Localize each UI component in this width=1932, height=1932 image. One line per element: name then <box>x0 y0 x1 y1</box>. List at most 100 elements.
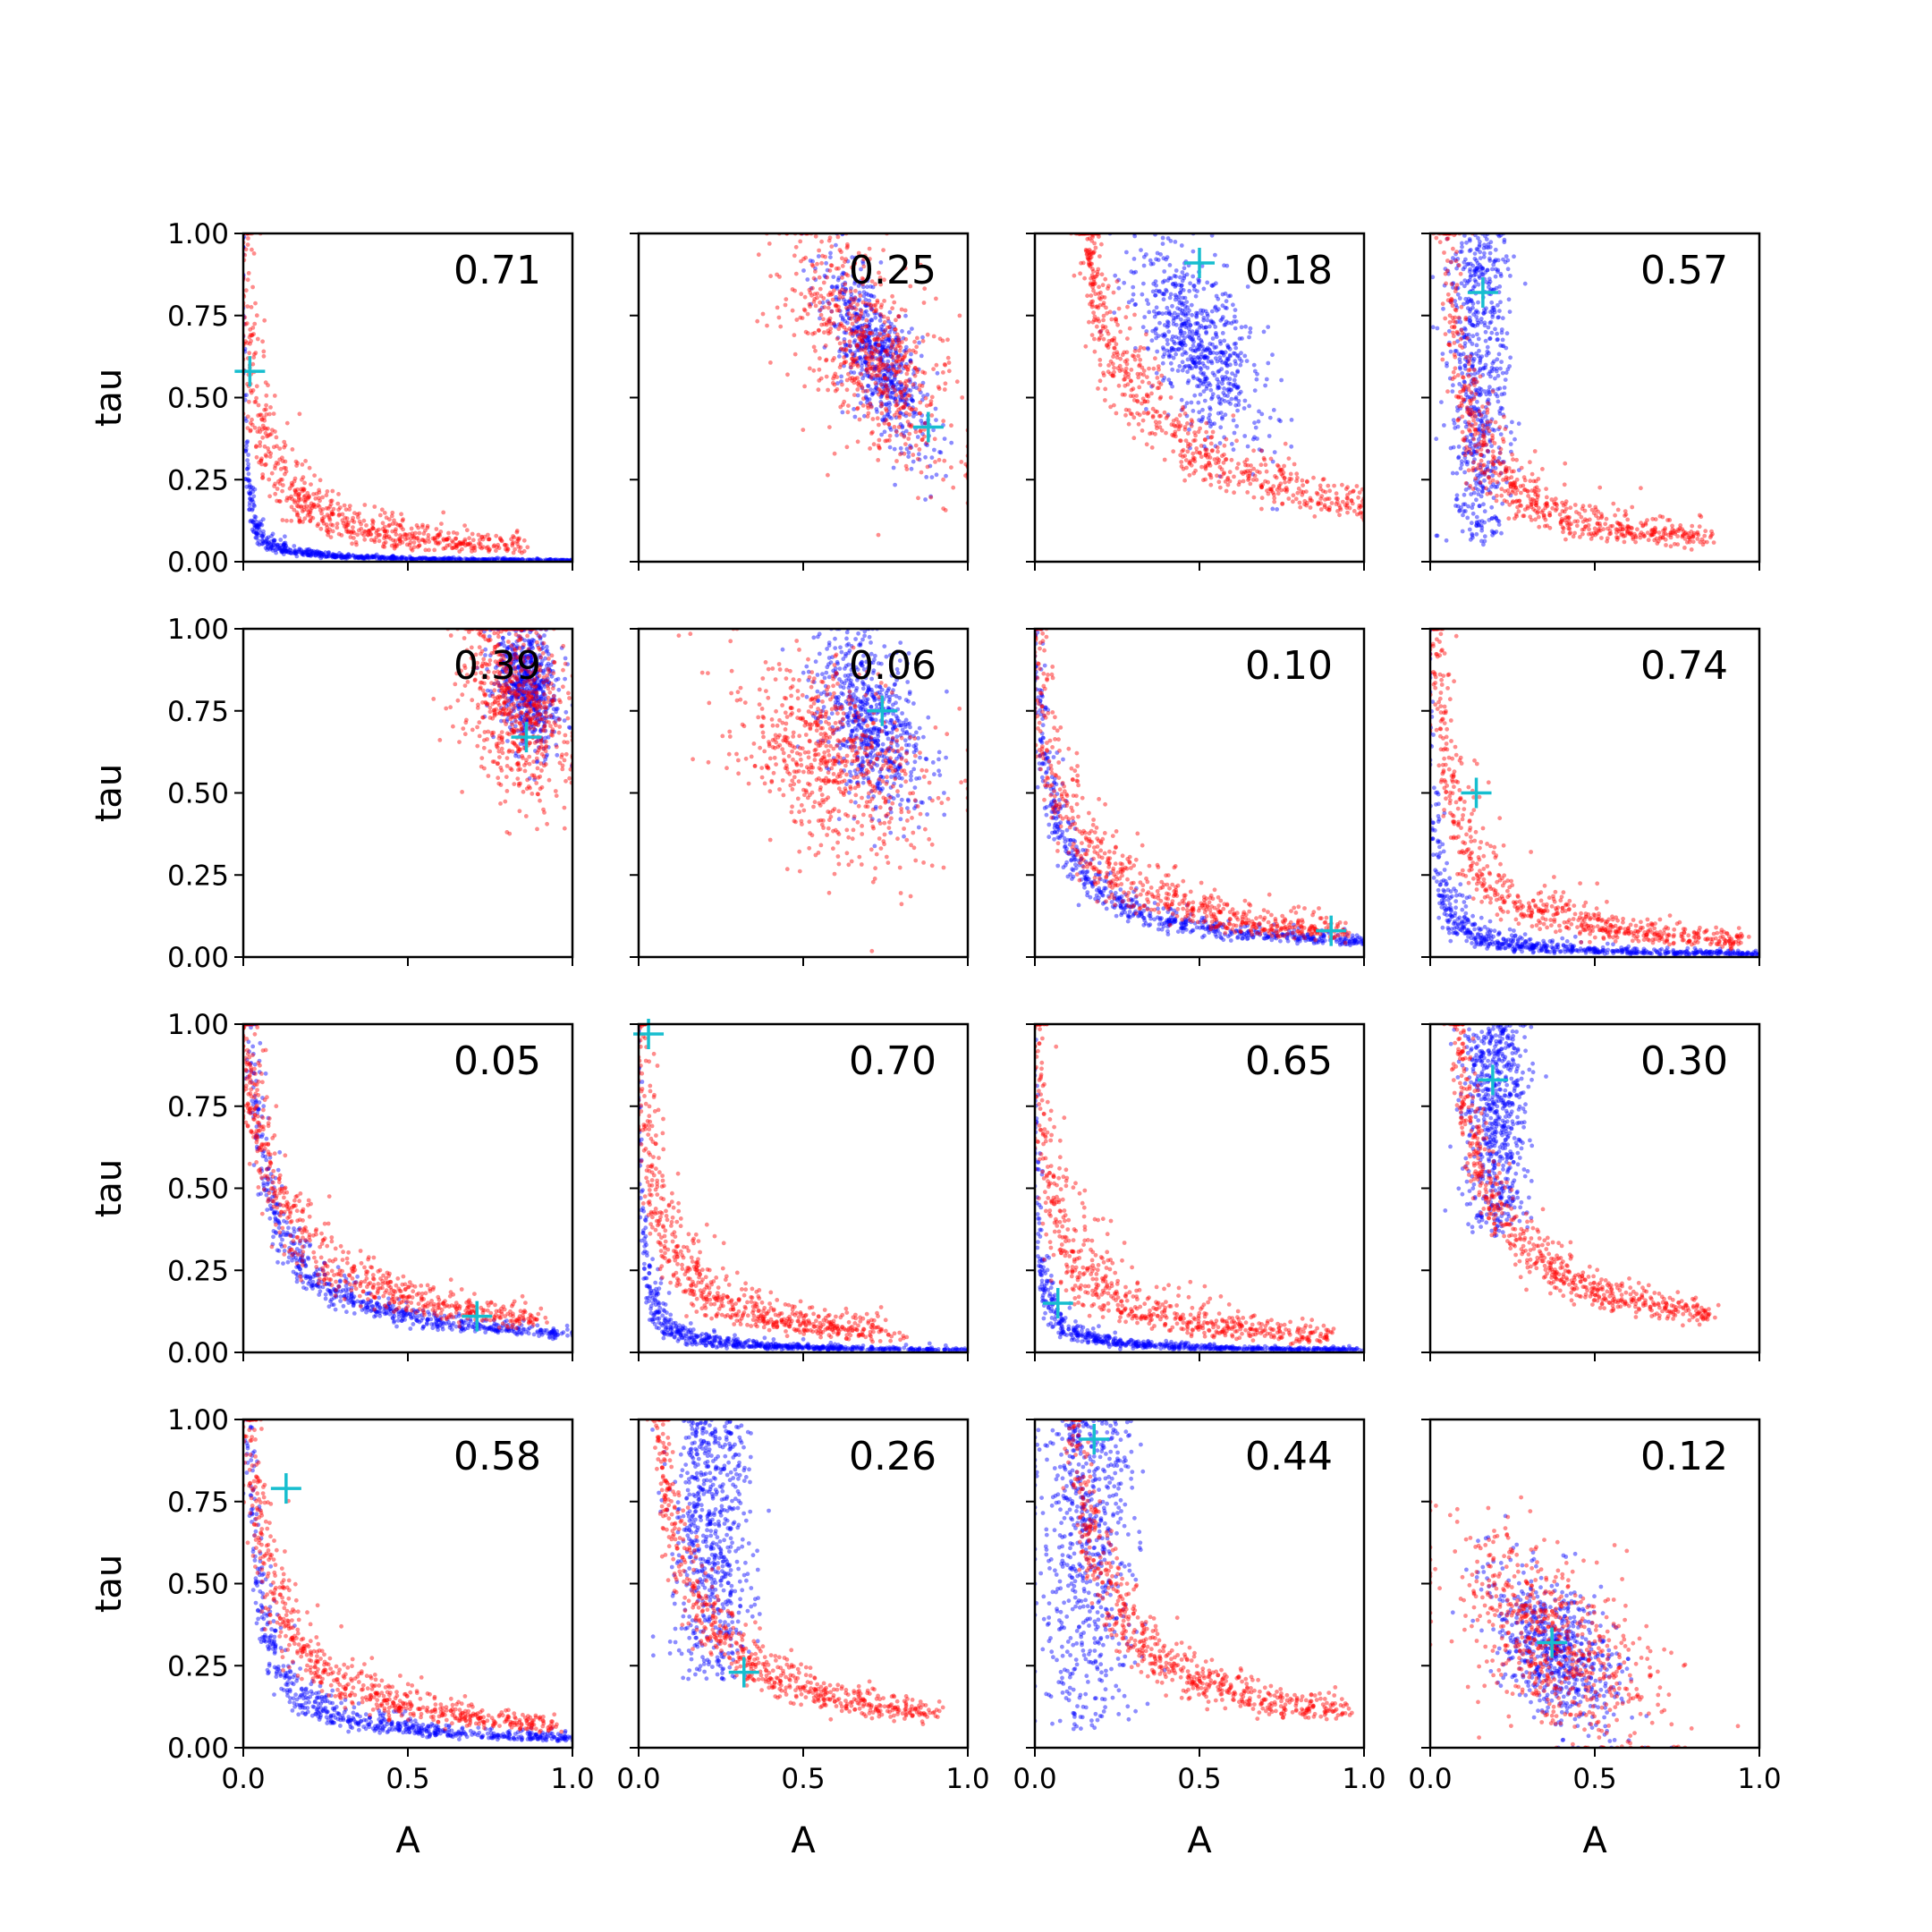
data-point <box>509 537 513 542</box>
data-point <box>1504 331 1510 336</box>
data-point <box>858 324 863 328</box>
data-point <box>897 343 902 348</box>
data-point <box>1214 331 1218 335</box>
data-point <box>346 552 351 556</box>
data-point <box>1476 310 1480 315</box>
data-point <box>445 556 451 562</box>
data-point <box>915 435 920 439</box>
data-point <box>321 521 326 526</box>
data-point <box>1501 478 1505 482</box>
data-point <box>767 242 772 246</box>
data-point <box>1498 343 1503 348</box>
data-point <box>862 333 867 338</box>
data-point <box>1125 382 1131 387</box>
data-point <box>1185 444 1191 449</box>
data-point <box>368 528 373 533</box>
data-point <box>1104 305 1108 310</box>
data-point <box>436 533 441 538</box>
data-point <box>1223 350 1228 355</box>
data-point <box>932 447 936 453</box>
data-point <box>1125 336 1130 341</box>
data-point <box>783 302 788 308</box>
data-point <box>903 442 908 446</box>
data-point <box>1465 394 1470 400</box>
data-point <box>352 530 357 536</box>
data-point <box>860 261 866 266</box>
data-point <box>269 538 274 544</box>
data-point <box>480 557 485 562</box>
data-point <box>353 554 359 559</box>
data-point <box>1217 474 1223 479</box>
data-point <box>269 470 275 476</box>
data-point <box>386 523 391 529</box>
data-point <box>1172 422 1176 428</box>
data-point <box>1090 299 1096 304</box>
data-point <box>899 383 903 387</box>
data-point <box>1191 360 1195 365</box>
data-point <box>1165 236 1171 241</box>
data-point <box>854 314 860 319</box>
data-point <box>854 311 860 317</box>
data-point <box>1703 529 1708 534</box>
data-point <box>906 450 911 455</box>
data-point <box>895 380 901 385</box>
data-point <box>382 511 387 515</box>
data-point <box>1487 425 1491 429</box>
data-point <box>1134 394 1139 398</box>
data-point <box>871 442 877 447</box>
data-point <box>302 498 307 503</box>
data-point <box>430 536 436 541</box>
data-point <box>1472 368 1477 372</box>
data-point <box>1180 302 1184 308</box>
data-point <box>1154 305 1159 310</box>
data-point <box>1450 282 1455 286</box>
data-point <box>282 439 287 445</box>
data-point <box>902 386 907 392</box>
data-point <box>1150 415 1156 419</box>
data-point <box>863 360 868 364</box>
data-point <box>858 314 862 319</box>
data-point <box>409 556 414 562</box>
data-point <box>366 530 371 534</box>
data-point <box>1217 396 1222 402</box>
data-point <box>446 555 452 561</box>
data-point <box>1146 346 1150 352</box>
data-point <box>325 529 330 534</box>
data-point <box>893 385 898 390</box>
data-point <box>266 426 270 431</box>
data-point <box>872 337 877 342</box>
data-point <box>898 380 902 385</box>
data-point <box>1434 235 1439 241</box>
data-point <box>443 546 448 551</box>
data-point <box>1157 413 1162 419</box>
data-point <box>1479 266 1485 271</box>
data-point <box>1482 472 1487 477</box>
data-point <box>1466 504 1470 509</box>
data-point <box>511 540 516 545</box>
data-point <box>1215 445 1220 450</box>
data-point <box>1681 532 1686 538</box>
data-point <box>369 538 374 543</box>
data-point <box>329 554 335 558</box>
data-point <box>425 556 429 562</box>
scatter-points <box>1069 233 1364 522</box>
data-point <box>1513 491 1519 496</box>
data-point <box>1463 355 1469 360</box>
data-point <box>1168 353 1173 359</box>
data-point <box>1216 379 1221 385</box>
data-point <box>1185 369 1190 375</box>
data-point <box>838 347 843 352</box>
data-point <box>460 547 464 552</box>
data-point <box>836 322 842 327</box>
data-point <box>1225 357 1231 362</box>
data-point <box>503 542 507 547</box>
data-point <box>852 325 857 329</box>
data-point <box>898 411 902 416</box>
data-point <box>1137 348 1141 353</box>
data-point <box>317 496 321 501</box>
data-point <box>881 248 886 252</box>
data-point <box>1250 478 1256 482</box>
data-point <box>1131 270 1136 275</box>
data-point <box>818 286 823 292</box>
data-point <box>309 552 314 557</box>
